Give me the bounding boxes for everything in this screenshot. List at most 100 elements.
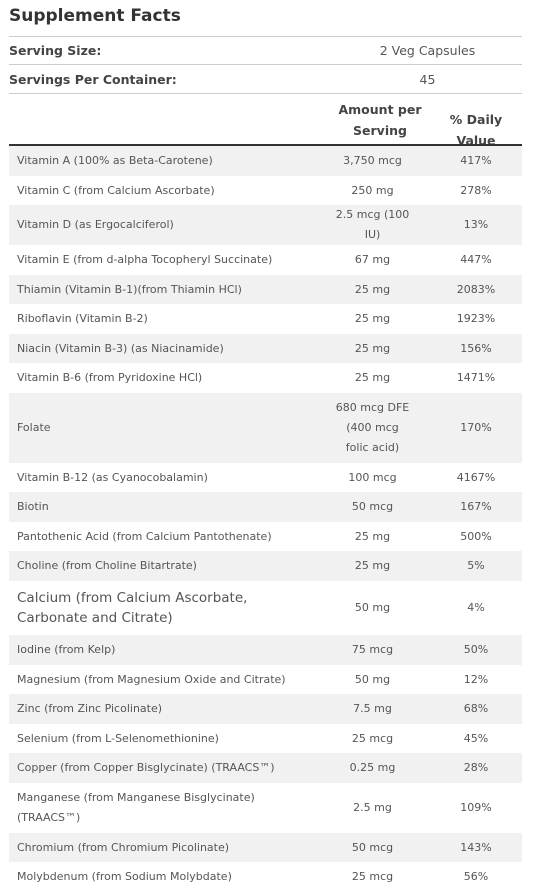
amount: 680 mcg DFE (400 mcg folic acid) — [335, 401, 410, 454]
amount: 2.5 mg — [353, 801, 392, 814]
nutrient-name: Vitamin B-6 (from Pyridoxine HCl) — [17, 371, 203, 384]
table-row: Vitamin B-12 (as Cyanocobalamin) 100 mcg 4… — [9, 463, 522, 492]
daily-value: 5% — [467, 559, 485, 572]
nutrient-name: Calcium (from Calcium Ascorbate, Carbona… — [17, 590, 248, 626]
column-header: Amount per Serving — [338, 102, 422, 138]
table-row: Vitamin A (100% as Beta-Carotene) 3,750 m… — [9, 146, 522, 176]
table-row: Vitamin D (as Ergocalciferol) 2.5 mcg (10… — [9, 205, 522, 245]
table-row: Magnesium (from Magnesium Oxide and Citr… — [9, 665, 522, 694]
daily-value: 45% — [463, 731, 489, 745]
table-row: Zinc (from Zinc Picolinate) 7.5 mg 68% — [9, 694, 522, 724]
divider — [9, 64, 522, 65]
daily-value: 13% — [463, 218, 489, 231]
amount: 25 mg — [354, 529, 391, 543]
table-row: Folate 680 mcg DFE (400 mcg folic acid) 17… — [9, 393, 522, 463]
daily-value: 50% — [463, 643, 489, 656]
divider — [9, 144, 522, 146]
amount: 67 mg — [354, 253, 391, 266]
nutrient-name: Pantothenic Acid (from Calcium Pantothen… — [17, 529, 272, 543]
daily-value: 68% — [463, 702, 489, 715]
nutrient-name: Folate — [17, 421, 51, 434]
nutrient-name: Molybdenum (from Sodium Molybdate) — [17, 870, 232, 883]
daily-value: 156% — [460, 341, 492, 355]
daily-value: 500% — [460, 529, 492, 543]
nutrient-name: Vitamin D (as Ergocalciferol) — [17, 218, 174, 231]
nutrient-name: Magnesium (from Magnesium Oxide and Citr… — [17, 672, 286, 686]
amount: 25 mcg — [351, 731, 394, 745]
serving-size-label: Serving Size: — [9, 43, 102, 58]
serving-size-value: 2 Veg Capsules — [379, 43, 476, 58]
table-row: Thiamin (Vitamin B-1)(from Thiamin HCl) 2… — [9, 275, 522, 304]
amount: 2.5 mcg (100 IU) — [335, 208, 410, 241]
table-row: Selenium (from L-Selenomethionine) 25 mcg… — [9, 724, 522, 753]
table-row: Vitamin C (from Calcium Ascorbate) 250 mg… — [9, 176, 522, 205]
amount: 25 mg — [354, 371, 391, 384]
amount: 7.5 mg — [353, 702, 392, 715]
amount: 0.25 mg — [349, 761, 396, 774]
nutrient-name: Riboflavin (Vitamin B-2) — [17, 312, 148, 325]
table-row: Vitamin B-6 (from Pyridoxine HCl) 25 mg 14… — [9, 363, 522, 393]
table-row: Manganese (from Manganese Bisglycinate) … — [9, 783, 522, 833]
amount: 50 mg — [354, 672, 391, 686]
daily-value: 28% — [463, 761, 489, 774]
amount: 75 mcg — [351, 643, 394, 656]
table-row: Biotin 50 mcg 167% — [9, 492, 522, 522]
nutrient-name: Vitamin E (from d-alpha Tocopheryl Succi… — [17, 253, 273, 266]
amount: 25 mg — [354, 312, 391, 325]
table-row: Niacin (Vitamin B-3) (as Niacinamide) 25 … — [9, 334, 522, 363]
table-row: Copper (from Copper Bisglycinate) (TRAAC… — [9, 753, 522, 783]
amount: 25 mg — [354, 559, 391, 572]
table-row: Calcium (from Calcium Ascorbate, Carbona… — [9, 581, 522, 635]
table-row: Molybdenum (from Sodium Molybdate) 25 mcg… — [9, 862, 522, 892]
nutrient-name: Thiamin (Vitamin B-1)(from Thiamin HCl) — [17, 282, 242, 296]
amount: 3,750 mcg — [343, 154, 402, 167]
amount: 250 mg — [351, 183, 394, 197]
amount: 50 mcg — [351, 500, 394, 513]
daily-value: 56% — [463, 870, 489, 883]
divider — [9, 93, 522, 94]
table-row: Vitamin E (from d-alpha Tocopheryl Succi… — [9, 245, 522, 275]
table-row: Iodine (from Kelp) 75 mcg 50% — [9, 635, 522, 665]
nutrient-name: Copper (from Copper Bisglycinate) (TRAAC… — [17, 761, 275, 774]
servings-label: Servings Per Container: — [9, 72, 177, 87]
nutrient-name: Manganese (from Manganese Bisglycinate) … — [17, 791, 255, 824]
table-row: Choline (from Choline Bitartrate) 25 mg 5% — [9, 551, 522, 581]
servings-value: 45 — [419, 72, 436, 87]
amount: 50 mcg — [351, 840, 394, 854]
table-row: Chromium (from Chromium Picolinate) 50 mc… — [9, 833, 522, 862]
nutrient-name: Choline (from Choline Bitartrate) — [17, 559, 197, 572]
daily-value: 109% — [460, 801, 492, 814]
table-row: Riboflavin (Vitamin B-2) 25 mg 1923% — [9, 304, 522, 334]
daily-value: 447% — [460, 253, 492, 266]
nutrient-name: Selenium (from L-Selenomethionine) — [17, 731, 219, 745]
amount: 50 mg — [354, 601, 391, 614]
nutrient-name: Vitamin C (from Calcium Ascorbate) — [17, 183, 215, 197]
amount: 25 mg — [354, 341, 391, 355]
table-row: Pantothenic Acid (from Calcium Pantothen… — [9, 522, 522, 551]
divider — [9, 36, 522, 37]
daily-value: 143% — [460, 840, 492, 854]
daily-value: 4167% — [456, 470, 496, 484]
daily-value: 1471% — [456, 371, 496, 384]
nutrient-name: Vitamin A (100% as Beta-Carotene) — [17, 154, 213, 167]
nutrient-name: Chromium (from Chromium Picolinate) — [17, 840, 230, 854]
facts-table: Vitamin A (100% as Beta-Carotene) 3,750 m… — [9, 146, 522, 892]
nutrient-name: Iodine (from Kelp) — [17, 643, 116, 656]
daily-value: 167% — [460, 500, 492, 513]
nutrient-name: Niacin (Vitamin B-3) (as Niacinamide) — [17, 341, 224, 355]
nutrient-name: Vitamin B-12 (as Cyanocobalamin) — [17, 470, 208, 484]
amount: 25 mg — [354, 282, 391, 296]
daily-value: 278% — [460, 183, 492, 197]
daily-value: 417% — [460, 154, 492, 167]
daily-value: 170% — [460, 421, 492, 434]
daily-value: 4% — [467, 601, 485, 614]
title: Supplement Facts — [9, 6, 181, 26]
nutrient-name: Zinc (from Zinc Picolinate) — [17, 702, 163, 715]
daily-value: 12% — [463, 672, 489, 686]
daily-value: 1923% — [456, 312, 496, 325]
nutrient-name: Biotin — [17, 500, 49, 513]
daily-value: 2083% — [456, 282, 496, 296]
amount: 100 mcg — [348, 470, 397, 484]
amount: 25 mcg — [351, 870, 394, 883]
